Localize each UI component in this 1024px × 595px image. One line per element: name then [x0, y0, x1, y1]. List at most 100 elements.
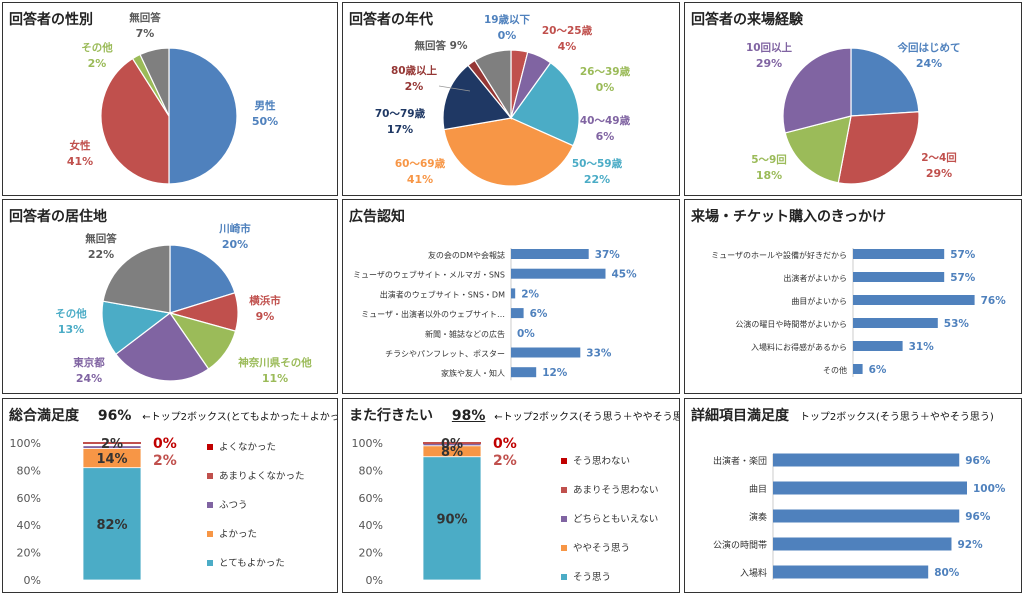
category-label: 入場料にお得感があるから — [751, 342, 847, 352]
pie-slice — [169, 244, 236, 314]
pie-slice — [782, 47, 852, 134]
bar — [773, 481, 967, 495]
panel-revisit-intention: また行きたい 98% ←トップ2ボックス(そう思う＋ややそう思う) 0% 20% 4… — [342, 398, 680, 593]
panel-title: 広告認知 — [349, 209, 405, 225]
slice-label: その他 — [81, 41, 113, 54]
bar — [773, 509, 960, 523]
segment-label: 8% — [441, 445, 463, 460]
bar — [853, 249, 945, 259]
title-text: 詳細項目満足度 — [691, 408, 789, 424]
slice-label: 東京都 — [73, 356, 105, 369]
category-label: ミューザ・出演者以外のウェブサイト… — [361, 309, 505, 319]
category-label: 演奏 — [749, 511, 767, 523]
segment-label: 90% — [436, 512, 467, 527]
y-tick-label: 40% — [17, 519, 41, 532]
y-tick-label: 0% — [24, 574, 41, 587]
top2-note: トップ2ボックス(そう思う＋ややそう思う) — [799, 412, 994, 423]
category-label: ミューザのウェブサイト・メルマガ・SNS — [353, 270, 505, 280]
top2-value: 98% — [451, 408, 486, 424]
data-label: 45% — [612, 269, 638, 281]
data-label: 80% — [934, 567, 960, 579]
panel-ad-awareness: 広告認知 友の会のDMや会報誌 37% ミューザのウェブサイト・メルマガ・SNS 45… — [342, 199, 680, 394]
pie-slice — [115, 312, 210, 382]
slice-label: 無回答 — [85, 232, 117, 245]
slice-label: 19歳以下 — [484, 13, 531, 26]
y-tick-label: 100% — [352, 437, 383, 450]
title-text: 総合満足度 — [9, 408, 79, 424]
panel-purchase-trigger: 来場・チケット購入のきっかけ ミューザのホールや設備が好きだから 57% 出演者がよ… — [684, 199, 1022, 394]
legend-swatch — [561, 574, 567, 580]
slice-value: 29% — [756, 57, 782, 70]
data-label: 76% — [981, 295, 1007, 307]
segment-label: 2% — [101, 437, 123, 452]
bar — [773, 565, 929, 579]
legend-label: あまりそう思わない — [573, 485, 659, 496]
slice-value: 4% — [558, 40, 577, 53]
slice-label: 男性 — [255, 99, 276, 112]
top2-note: ←トップ2ボックス(とてもよかった＋よかった) — [142, 412, 338, 423]
slice-label: 今回はじめて — [897, 41, 961, 54]
slice-label: 40～49歳 — [580, 114, 631, 127]
revisit-intention-stacked-chart: 0%20%40%60%80%100%90%8%0% 0%2% そう思わないあまりそう… — [352, 436, 659, 587]
panel-detailed-satisfaction: 詳細項目満足度 トップ2ボックス(そう思う＋ややそう思う) 出演者・楽団 96% 曲… — [684, 398, 1022, 593]
slice-value: 24% — [76, 372, 102, 385]
slice-label: その他 — [55, 307, 87, 320]
data-label: 57% — [950, 272, 976, 284]
category-label: 新聞・雑誌などの広告 — [425, 329, 505, 339]
bar — [511, 288, 516, 299]
slice-label: 横浜市 — [249, 294, 281, 307]
data-label: 57% — [950, 249, 976, 261]
pie-slice — [101, 300, 172, 356]
data-label: 37% — [595, 249, 621, 261]
slice-label: 60～69歳 — [395, 157, 446, 170]
bar — [853, 318, 938, 328]
data-label: 100% — [973, 483, 1006, 495]
legend-label: あまりよくなかった — [219, 471, 305, 482]
slice-value: 11% — [262, 372, 288, 385]
slice-value: 20% — [222, 238, 248, 251]
slice-label: 無回答 9% — [415, 39, 468, 52]
slice-value: 22% — [584, 173, 610, 186]
legend-swatch — [561, 545, 567, 551]
stack-segment — [82, 445, 142, 449]
slice-label: 5～9回 — [751, 154, 787, 166]
slice-label: 26～39歳 — [580, 65, 631, 78]
data-label: 6% — [530, 308, 548, 320]
y-tick-label: 80% — [17, 464, 41, 477]
y-tick-label: 0% — [366, 574, 383, 587]
category-label: 出演者のウェブサイト・SNS・DM — [380, 289, 505, 299]
panel-title: 来場・チケット購入のきっかけ — [691, 209, 887, 225]
pie-slice — [139, 47, 170, 117]
data-label: 96% — [965, 455, 991, 467]
slice-value: 2% — [405, 80, 424, 93]
legend-label: ややそう思う — [573, 543, 630, 554]
legend-swatch — [561, 487, 567, 493]
legend-label: よくなかった — [219, 442, 276, 453]
category-label: 出演者がよいから — [783, 273, 847, 283]
pie-slice — [784, 115, 852, 184]
category-label: 友の会のDMや会報誌 — [428, 250, 505, 260]
bar — [511, 249, 589, 259]
pie-slice — [442, 64, 513, 131]
slice-label: 20～25歳 — [542, 24, 593, 37]
legend-label: とてもよかった — [219, 558, 285, 569]
leader-line — [438, 85, 471, 92]
data-label: 33% — [586, 348, 612, 360]
data-label: 0% — [517, 328, 535, 340]
outer-label: 2% — [493, 453, 517, 469]
slice-label: 無回答 — [129, 11, 161, 24]
bar — [511, 367, 537, 378]
slice-label: 神奈川県その他 — [238, 356, 312, 369]
slice-value: 0% — [498, 29, 517, 42]
segment-label: 0% — [441, 437, 463, 452]
data-label: 2% — [521, 288, 539, 300]
outer-label: 2% — [153, 453, 177, 469]
bar — [511, 268, 606, 279]
legend-label: よかった — [219, 529, 257, 540]
panel-title: 回答者の来場経験 — [691, 12, 803, 28]
category-label: 出演者・楽団 — [713, 455, 767, 467]
legend-swatch — [207, 531, 213, 537]
bar — [853, 295, 975, 305]
slice-value: 18% — [756, 169, 782, 182]
panel-title: 回答者の性別 — [9, 12, 93, 28]
